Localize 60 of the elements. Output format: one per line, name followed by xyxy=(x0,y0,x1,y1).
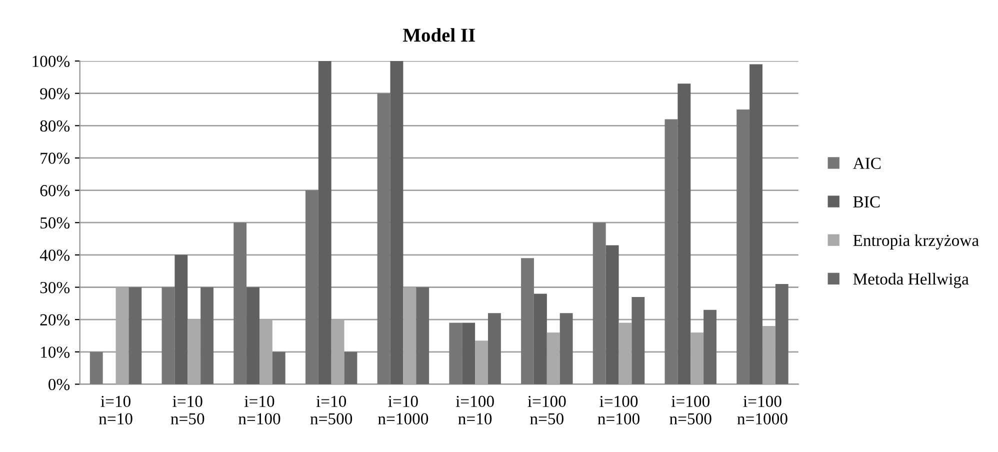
bar xyxy=(704,310,716,384)
y-tick-label: 60% xyxy=(40,184,70,196)
bar xyxy=(632,296,645,384)
y-tick-label: 0% xyxy=(48,378,70,390)
bar xyxy=(750,64,762,384)
bar xyxy=(234,222,247,384)
y-tick-label: 50% xyxy=(40,217,70,229)
bar xyxy=(690,332,704,384)
bar xyxy=(534,294,547,384)
bar xyxy=(678,84,691,384)
bar xyxy=(390,61,404,384)
bar xyxy=(592,222,606,384)
bar xyxy=(416,287,430,384)
x-tick-label: i=10 n=10 xyxy=(98,396,132,424)
bar xyxy=(305,190,318,384)
y-tick-label: 10% xyxy=(41,346,70,358)
y-tick-label: 40% xyxy=(40,250,70,261)
bar xyxy=(664,119,678,384)
x-tick-label: i=10 n=100 xyxy=(238,396,280,424)
bar xyxy=(762,326,776,384)
legend-label: Entropia krzyżowa xyxy=(853,234,979,250)
x-tick-label: i=10 n=50 xyxy=(170,396,204,424)
bar xyxy=(344,352,358,384)
legend-label: Metoda Hellwiga xyxy=(853,272,969,288)
bar xyxy=(546,332,560,384)
x-tick-label: i=100 n=100 xyxy=(598,396,640,424)
bar xyxy=(128,287,142,384)
bar xyxy=(736,109,750,384)
bar xyxy=(606,245,619,384)
bar xyxy=(246,287,260,384)
x-tick-label: i=100 n=1000 xyxy=(737,396,788,424)
bar xyxy=(521,258,534,384)
bar xyxy=(475,340,488,384)
bar xyxy=(462,322,476,384)
y-tick-label: 70% xyxy=(40,152,70,164)
bar xyxy=(174,254,188,384)
x-tick-label: i=10 n=500 xyxy=(310,396,352,424)
bar xyxy=(90,352,103,384)
chart-title: Model II xyxy=(402,28,475,42)
x-tick-label: i=100 n=500 xyxy=(670,396,712,424)
bar xyxy=(449,322,462,384)
x-tick-label: i=100 n=10 xyxy=(456,396,494,424)
bar xyxy=(162,287,175,384)
y-tick-label: 100% xyxy=(32,56,70,68)
y-tick-label: 30% xyxy=(40,282,70,294)
bar xyxy=(272,352,286,384)
legend-label: BIC xyxy=(853,196,880,208)
bar xyxy=(377,93,390,384)
bar xyxy=(618,322,632,384)
bar xyxy=(560,313,573,384)
y-tick-label: 20% xyxy=(40,314,70,326)
x-tick-label: i=100 n=50 xyxy=(528,396,566,424)
bar xyxy=(488,313,501,384)
y-tick-label: 90% xyxy=(40,88,70,100)
bar xyxy=(775,284,788,384)
bar xyxy=(200,287,214,384)
y-tick-label: 80% xyxy=(40,120,70,132)
legend-label: AIC xyxy=(852,158,881,169)
x-tick-label: i=10 n=1000 xyxy=(378,396,428,424)
bar xyxy=(318,61,332,384)
